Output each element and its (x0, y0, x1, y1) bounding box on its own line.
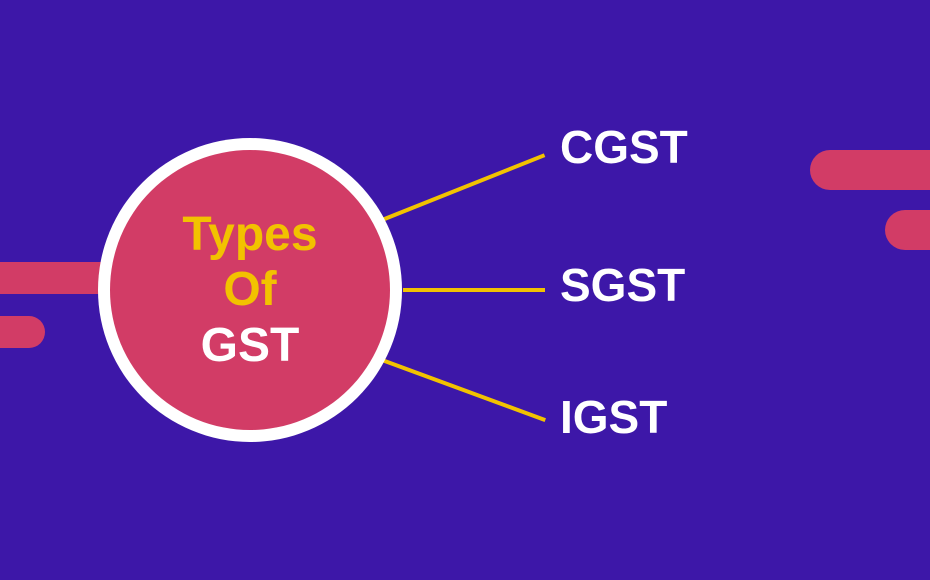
label-sgst: SGST (560, 258, 685, 312)
connector-1 (381, 153, 545, 222)
hub-text-line-3: GST (201, 318, 300, 373)
hub-circle: Types Of GST (110, 150, 390, 430)
connector-3 (381, 358, 545, 422)
connector-2 (403, 288, 545, 292)
hub-text-line-2: Of (223, 262, 276, 317)
label-igst: IGST (560, 390, 667, 444)
label-cgst: CGST (560, 120, 688, 174)
hub-text-line-1: Types (182, 207, 317, 262)
decor-right-bot (885, 210, 930, 250)
decor-right-top (810, 150, 930, 190)
decor-left-bot (0, 316, 45, 348)
diagram-canvas: Types Of GST CGST SGST IGST (0, 0, 930, 580)
